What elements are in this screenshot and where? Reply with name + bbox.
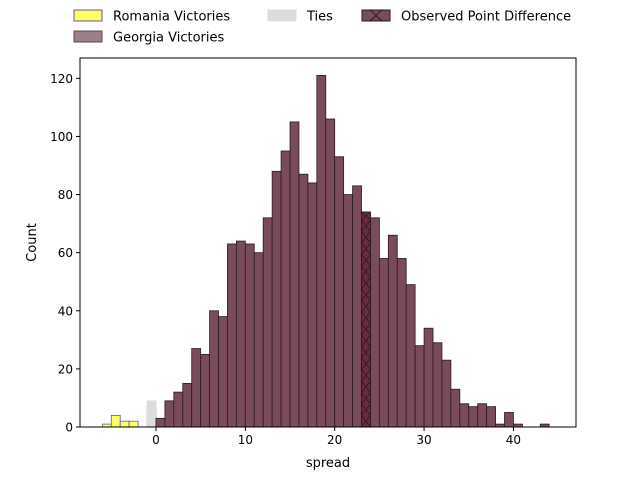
observed-hatch-mark <box>361 415 371 428</box>
legend: Romania Victories Ties Observed Point Diff… <box>73 9 571 46</box>
y-tick-label: 40 <box>58 304 73 318</box>
bar-georgia-victories-25 <box>378 258 389 428</box>
observed-hatch-mark <box>361 265 371 278</box>
bar-georgia-victories-27 <box>396 258 407 428</box>
x-tick-label: 30 <box>416 433 431 447</box>
observed-hatch-mark <box>361 231 371 244</box>
observed-hatch-mark <box>361 288 371 301</box>
bar-georgia-victories-35 <box>468 406 479 428</box>
bar-georgia-victories-20 <box>334 156 345 428</box>
y-tick-label: 120 <box>50 72 73 86</box>
bar-ties--1 <box>146 400 157 428</box>
bar-georgia-victories-0 <box>155 417 166 428</box>
observed-hatch-mark <box>361 219 371 232</box>
observed-hatch-mark <box>361 311 371 324</box>
y-axis-ticks: 0 20 40 60 80 100 120 <box>50 72 80 435</box>
legend-label: Ties <box>306 10 333 25</box>
legend-swatch <box>267 9 297 22</box>
y-axis-label: Count <box>25 223 40 262</box>
y-tick-label: 60 <box>58 246 73 260</box>
observed-hatch-mark <box>361 211 371 221</box>
bar-georgia-victories-14 <box>280 150 291 428</box>
observed-hatch-mark <box>361 277 371 290</box>
bar-georgia-victories-9 <box>235 240 246 428</box>
bar-georgia-victories-34 <box>459 403 470 428</box>
bar-georgia-victories-16 <box>298 173 309 428</box>
bar-georgia-victories-1 <box>164 400 175 428</box>
observed-hatch-mark <box>361 323 371 336</box>
bar-georgia-victories-32 <box>441 359 452 428</box>
bar-georgia-victories-10 <box>244 243 255 428</box>
bar-romania-victories--5 <box>110 414 121 428</box>
legend-entry-georgia-victories: Georgia Victories <box>73 30 224 46</box>
legend-entry-ties: Ties <box>267 9 333 25</box>
legend-swatch <box>73 9 103 22</box>
legend-swatch <box>73 30 103 43</box>
bar-georgia-victories-36 <box>477 403 488 428</box>
y-tick-label: 0 <box>65 421 73 435</box>
x-axis-label: spread <box>306 456 350 471</box>
x-tick-label: 10 <box>238 433 253 447</box>
observed-hatch-mark <box>361 346 371 359</box>
observed-point-difference-layer <box>361 211 371 428</box>
observed-hatch-mark <box>361 334 371 347</box>
legend-label: Observed Point Difference <box>401 10 571 25</box>
bar-georgia-victories-31 <box>432 342 443 428</box>
bar-georgia-victories-13 <box>271 170 282 428</box>
observed-hatch-mark <box>361 357 371 370</box>
bar-georgia-victories-37 <box>486 406 496 428</box>
y-tick-label: 100 <box>50 130 73 144</box>
x-tick-label: 40 <box>506 433 521 447</box>
observed-hatch-mark <box>361 392 371 405</box>
x-axis-ticks: 0 10 20 30 40 <box>152 427 521 447</box>
x-tick-label: 20 <box>327 433 342 447</box>
bar-georgia-victories-7 <box>218 316 228 428</box>
bar-romania-victories--3 <box>128 420 139 428</box>
bar-georgia-victories-6 <box>209 310 219 428</box>
observed-hatch-mark <box>361 242 371 255</box>
bar-georgia-victories-28 <box>405 284 416 428</box>
bar-georgia-victories-8 <box>227 243 237 428</box>
observed-hatch-mark <box>361 300 371 313</box>
bar-georgia-victories-11 <box>253 252 264 428</box>
observed-hatch-mark <box>361 403 371 416</box>
bar-georgia-victories-22 <box>352 185 362 428</box>
bar-georgia-victories-4 <box>191 348 202 428</box>
bar-georgia-victories-26 <box>387 234 398 428</box>
legend-label: Georgia Victories <box>113 31 224 46</box>
bar-georgia-victories-3 <box>182 383 193 428</box>
bar-georgia-victories-2 <box>173 391 184 428</box>
bar-georgia-victories-21 <box>343 194 353 428</box>
y-tick-label: 80 <box>58 188 73 202</box>
bar-georgia-victories-18 <box>316 75 327 428</box>
bar-georgia-victories-30 <box>423 327 434 428</box>
bar-georgia-victories-5 <box>200 353 210 428</box>
bar-georgia-victories-19 <box>325 118 336 428</box>
observed-hatch-mark <box>361 369 371 382</box>
bar-georgia-victories-39 <box>504 412 514 428</box>
x-tick-label: 0 <box>152 433 160 447</box>
observed-hatch-mark <box>361 380 371 393</box>
bar-georgia-victories-29 <box>414 345 425 428</box>
histogram-bars <box>101 75 550 428</box>
bar-georgia-victories-33 <box>450 388 461 428</box>
bar-georgia-victories-17 <box>307 182 318 428</box>
bar-romania-victories--4 <box>119 420 130 428</box>
observed-hatch-mark <box>361 254 371 267</box>
bar-georgia-victories-24 <box>370 217 380 428</box>
legend-entry-romania-victories: Romania Victories <box>73 9 230 25</box>
legend-entry-observed-point-difference: Observed Point Difference <box>361 9 571 25</box>
y-tick-label: 20 <box>58 362 73 376</box>
bar-georgia-victories-15 <box>289 121 300 428</box>
axes-frame <box>79 57 577 428</box>
bar-georgia-victories-12 <box>262 217 273 428</box>
legend-hatch-mark <box>369 9 383 22</box>
legend-label: Romania Victories <box>113 10 230 25</box>
